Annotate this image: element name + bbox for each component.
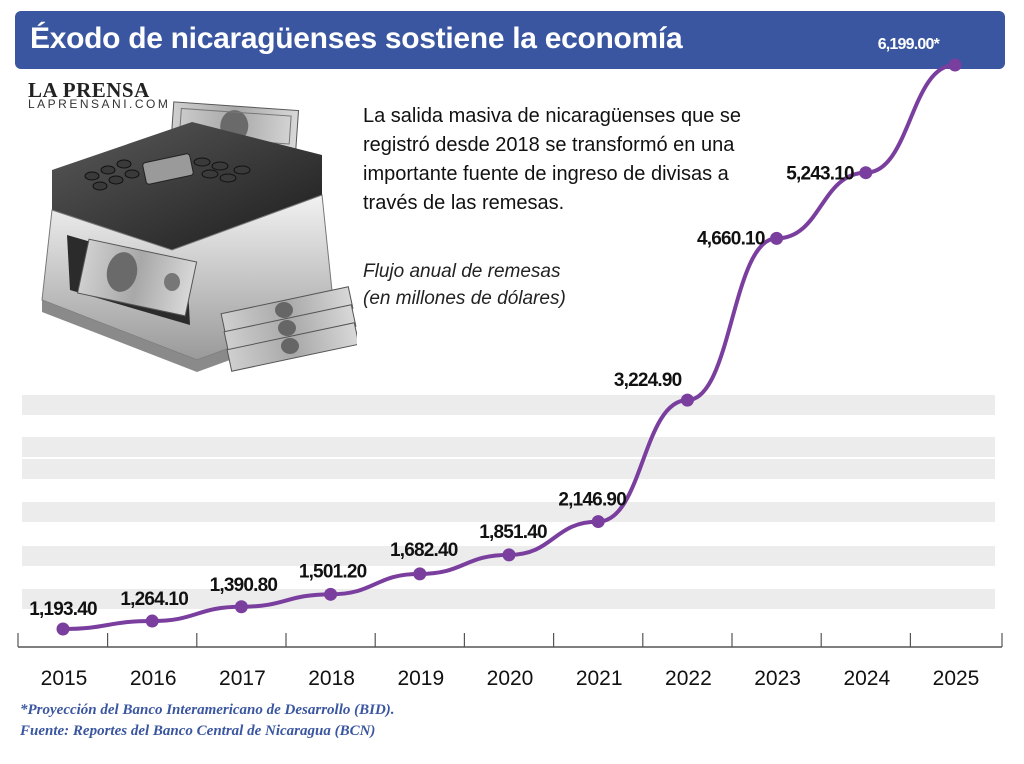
data-point-2025	[948, 58, 962, 72]
remittance-line	[62, 63, 956, 631]
projection-footnote: *Proyección del Banco Interamericano de …	[20, 702, 395, 718]
x-tick-label: 2017	[219, 667, 266, 690]
x-tick-label: 2025	[933, 667, 980, 690]
data-label-2021: 2,146.90	[558, 490, 626, 511]
data-point-2021	[591, 515, 605, 529]
header-bar	[15, 11, 1005, 69]
data-label-2020: 1,851.40	[479, 522, 547, 543]
bill-counter-icon	[41, 101, 357, 372]
grid-band-2	[22, 459, 995, 479]
data-point-2022	[680, 393, 694, 407]
brand-url: LAPRENSANI.COM	[28, 97, 171, 111]
grid-band-1	[22, 437, 995, 457]
x-tick-label: 2018	[308, 667, 355, 690]
x-tick-label: 2024	[843, 667, 890, 690]
source-footnote: Fuente: Reportes del Banco Central de Ni…	[20, 723, 376, 739]
data-point-2024	[859, 166, 873, 180]
grid-band-3	[22, 502, 995, 522]
data-label-2019: 1,682.40	[390, 540, 458, 561]
x-tick-label: 2022	[665, 667, 712, 690]
data-point-2017	[234, 600, 248, 614]
x-tick-label: 2021	[576, 667, 623, 690]
x-tick-label: 2020	[487, 667, 534, 690]
chart-title: Éxodo de nicaragüenses sostiene la econo…	[30, 22, 683, 55]
data-label-2017: 1,390.80	[210, 575, 278, 596]
x-tick-label: 2019	[397, 667, 444, 690]
data-point-2020	[502, 548, 516, 562]
data-point-2015	[56, 622, 70, 636]
data-point-2019	[413, 567, 427, 581]
data-label-2025: 6,199.00*	[878, 36, 941, 53]
grid-band-0	[22, 395, 995, 415]
x-tick-label: 2023	[754, 667, 801, 690]
data-label-2018: 1,501.20	[299, 561, 367, 582]
subtitle-line-2: (en millones de dólares)	[363, 288, 566, 309]
data-label-2023: 4,660.10	[697, 228, 765, 249]
data-point-2018	[324, 587, 338, 601]
data-label-2022: 3,224.90	[614, 370, 682, 391]
data-point-2023	[770, 231, 784, 245]
data-point-2016	[145, 614, 159, 628]
data-label-2015: 1,193.40	[29, 599, 97, 620]
chart-subtitle: Flujo anual de remesas (en millones de d…	[363, 258, 566, 312]
subtitle-line-1: Flujo anual de remesas	[363, 261, 561, 282]
chart-description: La salida masiva de nicaragüenses que se…	[363, 105, 742, 214]
money-stack-icon	[220, 286, 357, 372]
data-label-2024: 5,243.10	[786, 164, 854, 185]
x-tick-label: 2016	[130, 667, 177, 690]
brand-logo: LA PRENSA	[28, 78, 150, 102]
data-label-2016: 1,264.10	[120, 589, 188, 610]
x-tick-label: 2015	[41, 667, 88, 690]
